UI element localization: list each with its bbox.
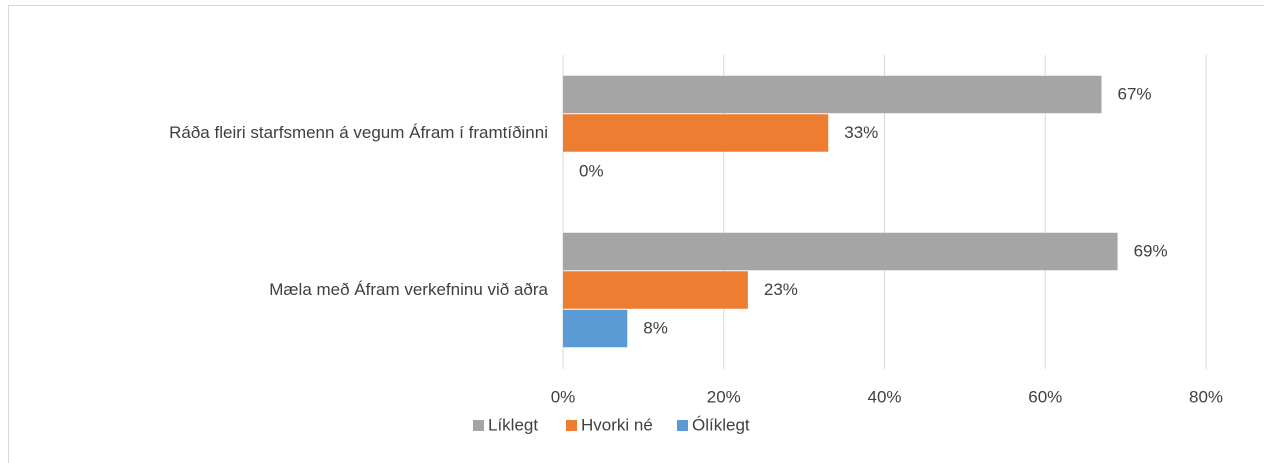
bar [563,75,1102,114]
legend-swatch [677,420,688,431]
bar [563,232,1118,271]
data-label: 67% [1118,84,1152,103]
data-label: 0% [579,161,604,180]
category-label: Mæla með Áfram verkefninu við aðra [269,280,548,299]
legend-label: Hvorki né [581,415,653,434]
legend-swatch [473,420,484,431]
category-label: Ráða fleiri starfsmenn á vegum Áfram í f… [169,123,548,142]
x-tick-label: 40% [867,387,901,406]
data-label: 23% [764,280,798,299]
data-label: 69% [1134,241,1168,260]
bar [563,114,829,152]
bar [563,309,628,348]
legend-swatch [566,420,577,431]
chart-border [8,5,1264,463]
legend-label: Líklegt [488,415,538,434]
x-tick-label: 80% [1189,387,1223,406]
bar [563,271,748,309]
data-label: 33% [844,123,878,142]
x-tick-label: 20% [707,387,741,406]
x-tick-label: 60% [1028,387,1062,406]
data-label: 8% [643,318,668,337]
legend-label: Ólíklegt [692,415,750,434]
x-tick-label: 0% [551,387,576,406]
